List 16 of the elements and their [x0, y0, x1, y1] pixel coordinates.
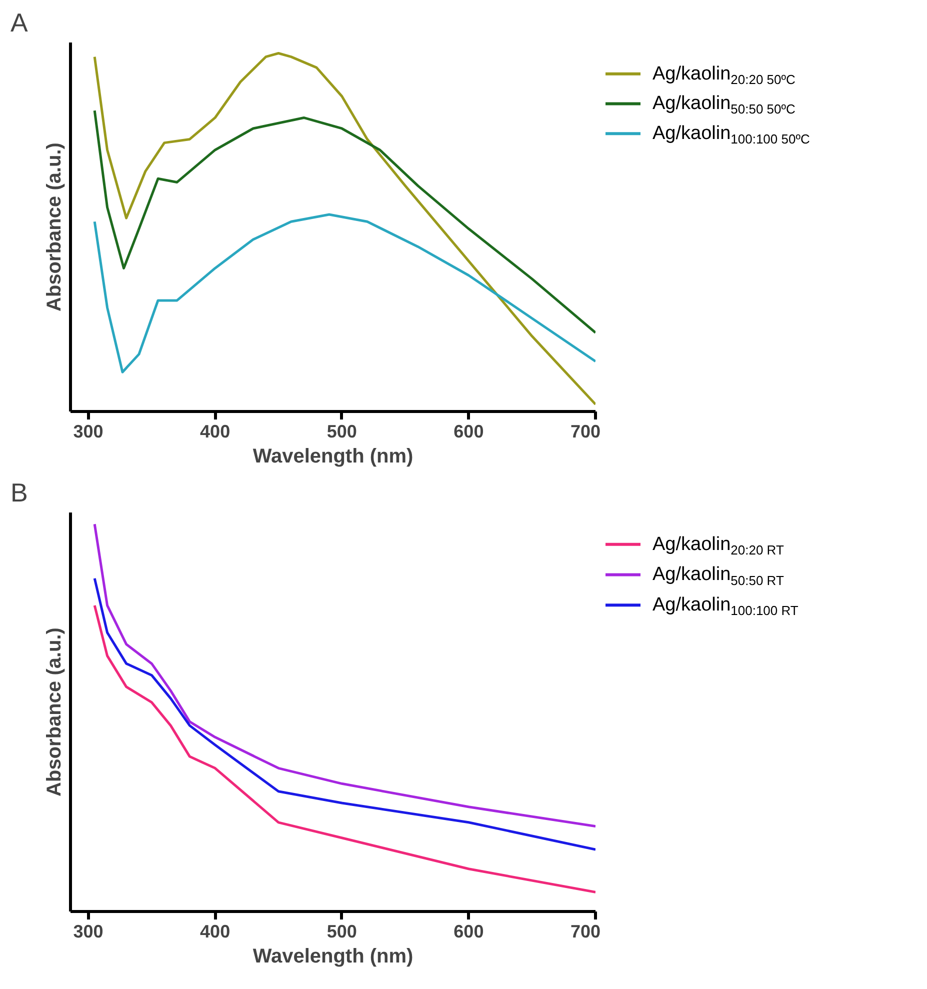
x-tick-label: 700: [570, 422, 601, 442]
x-tick-label: 300: [73, 922, 104, 942]
x-tick-label: 700: [570, 922, 601, 942]
x-tick-label: 400: [200, 422, 230, 442]
x-axis-title: Wavelength (nm): [252, 946, 414, 968]
x-tick-label: 300: [73, 422, 104, 442]
x-tick-label: 500: [326, 422, 357, 442]
chart-title: A: [10, 8, 28, 38]
x-axis-title: Wavelength (nm): [252, 446, 414, 468]
x-tick-label: 400: [200, 922, 230, 942]
x-tick-label: 500: [326, 922, 357, 942]
chart-title: B: [10, 478, 28, 508]
x-tick-label: 600: [454, 422, 484, 442]
x-tick-label: 600: [454, 922, 484, 942]
y-axis-title: Absorbance (a.u.): [44, 628, 66, 796]
y-axis-title: Absorbance (a.u.): [44, 142, 66, 312]
